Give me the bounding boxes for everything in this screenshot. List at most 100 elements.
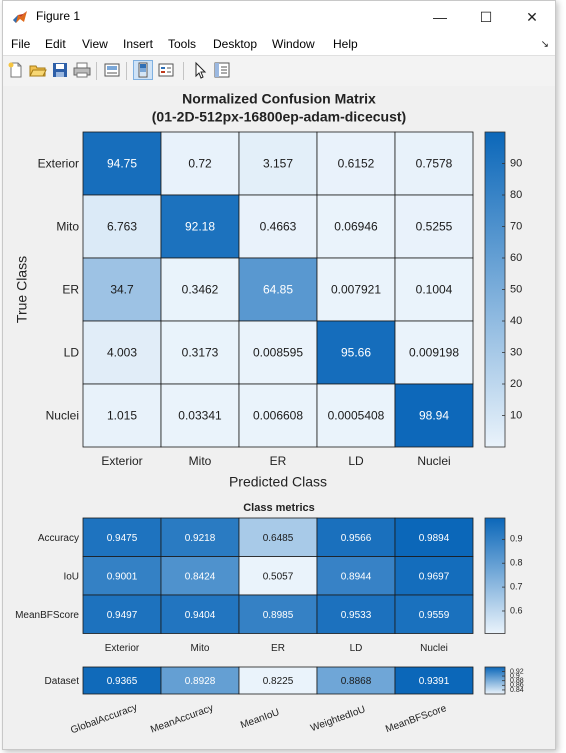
toolbar-separator [126,62,127,80]
colorbar-tick-label: 0.9 [510,673,520,680]
cell-value: 0.9533 [341,610,372,621]
print-icon[interactable] [73,61,91,79]
cell-value: 34.7 [110,283,134,297]
menu-window[interactable]: Window [272,37,315,51]
figure-window: Figure 1 — ☐ ✕ File Edit View Insert Too… [2,0,556,750]
heatmap-cell[interactable] [160,517,240,557]
heatmap-cell[interactable] [238,194,318,259]
heatmap-cell[interactable] [82,131,162,196]
figure-canvas[interactable]: Normalized Confusion Matrix (01-2D-512px-… [3,86,555,749]
heatmap-cell[interactable] [160,383,240,448]
dock-arrow-icon[interactable]: ↘ [540,39,549,50]
menu-tools[interactable]: Tools [168,37,197,51]
cell-value: 0.3173 [182,346,219,360]
row-label: Mito [56,220,79,234]
heatmap-cell[interactable] [238,594,318,634]
heatmap-cell[interactable] [316,517,396,557]
row-label: LD [64,346,80,360]
heatmap-cell[interactable] [316,383,396,448]
heatmap-cell[interactable] [160,556,240,596]
heatmap-cell[interactable] [160,666,240,695]
heatmap-cell[interactable] [316,666,396,695]
heatmap-cell[interactable] [82,383,162,448]
heatmap-cell[interactable] [394,383,474,448]
cell-value: 0.7578 [416,157,453,171]
y-axis-label: True Class [14,256,30,323]
pointer-icon[interactable] [191,61,209,79]
heatmap-cell[interactable] [394,257,474,322]
heatmap-cell[interactable] [238,383,318,448]
heatmap-cell[interactable] [160,131,240,196]
colorbar-tick-label: 70 [510,220,522,232]
cell-value: 0.9365 [107,676,138,687]
cell-value: 0.72 [188,157,212,171]
menu-desktop[interactable]: Desktop [213,37,258,51]
cell-value: 0.5255 [416,220,453,234]
heatmap-cell[interactable] [238,131,318,196]
minimize-button[interactable]: — [417,1,463,33]
cell-value: 95.66 [341,346,371,360]
heatmap-cell[interactable] [82,666,162,695]
close-button[interactable]: ✕ [509,1,555,33]
heatmap-cell[interactable] [160,194,240,259]
heatmap-cell[interactable] [82,517,162,557]
heatmap-cell[interactable] [82,320,162,385]
colorbar-tick-label: 0.8 [510,558,523,568]
row-label: MeanBFScore [15,610,79,621]
heatmap-cell[interactable] [238,517,318,557]
menu-view[interactable]: View [82,37,108,51]
heatmap-cell[interactable] [394,194,474,259]
heatmap-cell[interactable] [316,594,396,634]
cell-value: 0.0005408 [328,409,385,423]
row-label: ER [62,283,79,297]
x-axis-label: Predicted Class [229,474,327,490]
legend-icon[interactable] [157,61,175,79]
open-icon[interactable] [29,61,47,79]
column-label: Nuclei [420,643,448,654]
menu-insert[interactable]: Insert [123,37,154,51]
cell-value: 0.8225 [263,676,294,687]
menu-file[interactable]: File [11,37,31,51]
colorbar-icon[interactable] [133,60,153,80]
heatmap-cell[interactable] [82,594,162,634]
column-label: MeanIoU [239,707,281,731]
column-label: ER [270,454,287,468]
heatmap-cell[interactable] [238,257,318,322]
cell-value: 0.9475 [107,533,138,544]
cell-value: 0.5057 [263,571,294,582]
save-icon[interactable] [51,61,69,79]
row-label: Nuclei [46,409,79,423]
heatmap-cell[interactable] [82,257,162,322]
heatmap-cell[interactable] [238,320,318,385]
heatmap-cell[interactable] [394,131,474,196]
heatmap-cell[interactable] [82,194,162,259]
cell-value: 0.8424 [185,571,216,582]
colorbar-tick-label: 0.88 [510,678,524,685]
colorbar-tick-label: 80 [510,189,522,201]
cell-value: 0.9566 [341,533,372,544]
colorbar-tick-label: 0.9 [510,534,523,544]
toolbar-separator [96,62,97,80]
menu-help[interactable]: Help [333,37,358,51]
menu-edit[interactable]: Edit [45,37,66,51]
colorbar-tick-label: 0.7 [510,581,523,591]
property-inspector-icon[interactable] [213,61,231,79]
new-figure-icon[interactable] [7,61,25,79]
heatmap-cell[interactable] [316,131,396,196]
cell-value: 0.8985 [263,610,294,621]
heatmap-cell[interactable] [394,517,474,557]
heatmap-cell[interactable] [394,594,474,634]
heatmap-cell[interactable] [160,320,240,385]
column-label: Mito [189,454,212,468]
link-plot-icon[interactable] [103,61,121,79]
maximize-button[interactable]: ☐ [463,1,509,33]
cell-value: 0.006608 [253,409,303,423]
title-bar[interactable]: Figure 1 — ☐ ✕ [3,1,555,33]
heatmap-cell[interactable] [394,666,474,695]
heatmap-cell[interactable] [160,594,240,634]
cell-value: 1.015 [107,409,137,423]
heatmap-cell[interactable] [316,194,396,259]
cell-value: 0.8944 [341,571,372,582]
heatmap-cell[interactable] [160,257,240,322]
colorbar-tick-label: 20 [510,378,522,390]
